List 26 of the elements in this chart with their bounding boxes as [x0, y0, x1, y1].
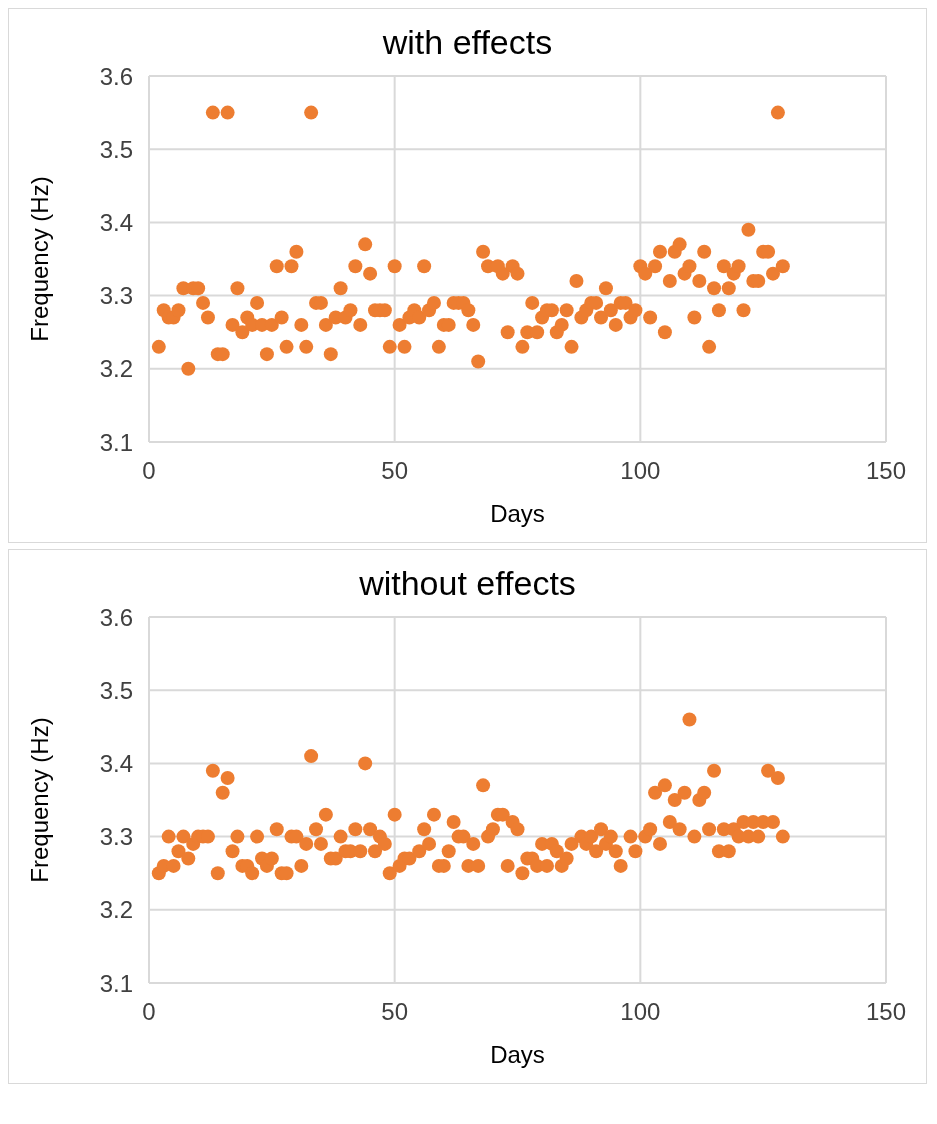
x-tick-label: 50 [381, 998, 409, 1026]
x-tick-label: 0 [142, 998, 156, 1026]
y-tick-label: 3.1 [99, 969, 133, 997]
y-axis-title: Frequency (Hz) [25, 717, 53, 883]
y-tick-label: 3.2 [99, 896, 133, 924]
x-tick-label: 50 [381, 457, 409, 485]
y-tick-label: 3.6 [99, 62, 133, 90]
y-tick-label: 3.3 [99, 823, 133, 851]
x-tick-label: 0 [142, 457, 156, 485]
y-tick-label: 3.3 [99, 282, 133, 310]
y-tick-label: 3.4 [99, 208, 133, 236]
chart-title: without effects [358, 563, 577, 603]
y-tick-label: 3.6 [99, 603, 133, 631]
y-axis-title: Frequency (Hz) [25, 176, 53, 342]
x-axis-title: Days [490, 1041, 545, 1068]
x-tick-label: 150 [865, 457, 907, 485]
x-tick-label: 100 [620, 998, 661, 1026]
x-axis-title: Days [490, 500, 545, 527]
x-tick-label: 150 [865, 998, 907, 1026]
y-tick-label: 3.4 [99, 749, 133, 777]
y-tick-label: 3.5 [99, 676, 133, 704]
y-tick-label: 3.2 [99, 355, 133, 383]
x-tick-label: 100 [620, 457, 661, 485]
y-tick-label: 3.5 [99, 135, 133, 163]
y-tick-label: 3.1 [99, 428, 133, 456]
chart-title: with effects [381, 22, 554, 62]
